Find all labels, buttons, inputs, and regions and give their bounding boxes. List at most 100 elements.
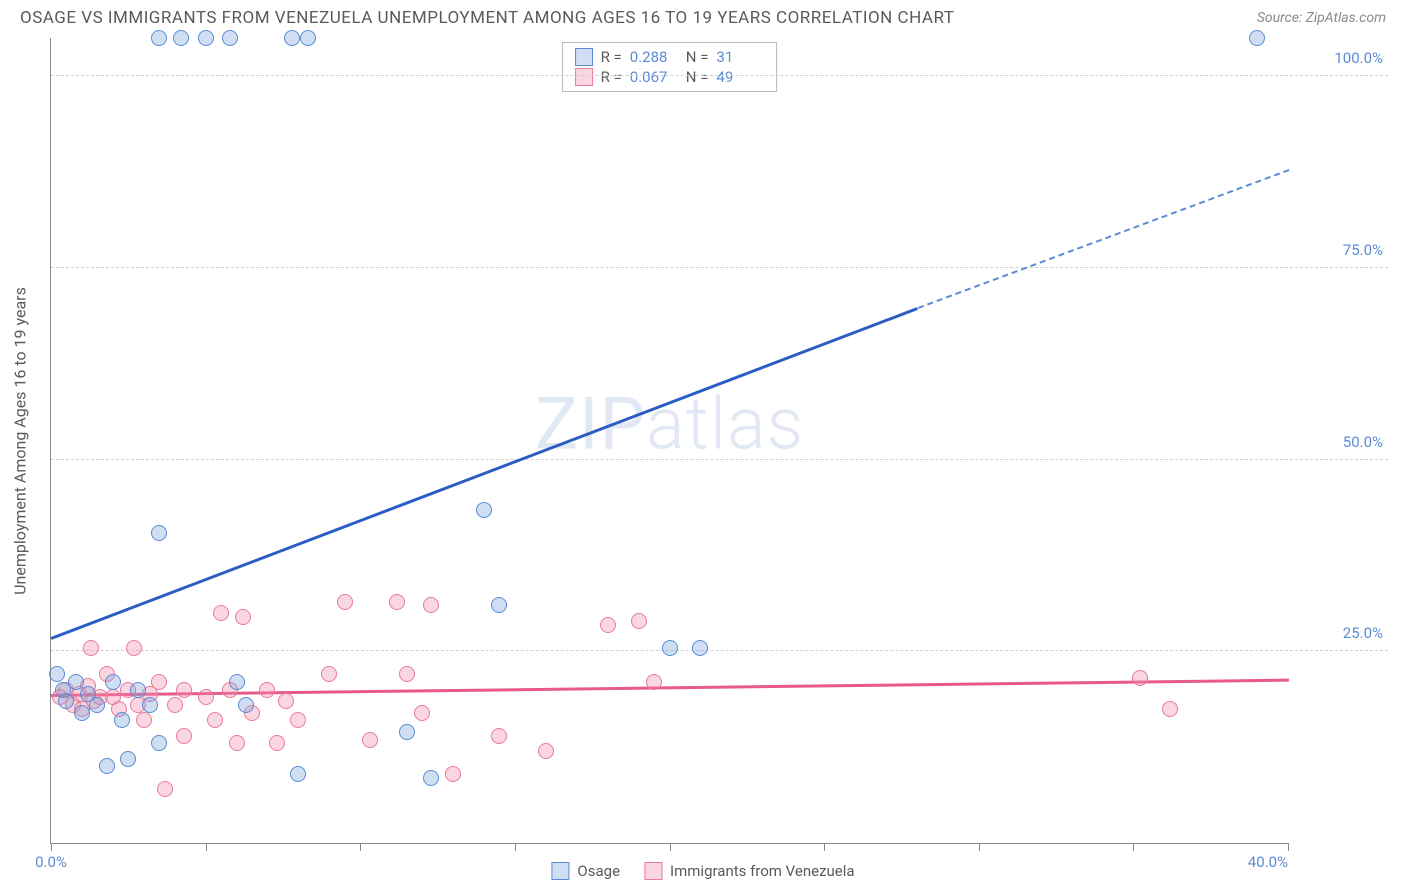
scatter-point-blue — [142, 697, 158, 713]
legend-stats-row-blue: R = 0.288 N = 31 — [575, 47, 765, 67]
scatter-point-blue — [198, 30, 214, 46]
scatter-point-blue — [173, 30, 189, 46]
y-tick-label: 75.0% — [1343, 241, 1383, 259]
scatter-point-pink — [176, 728, 192, 744]
y-tick-label: 50.0% — [1343, 433, 1383, 451]
scatter-point-blue — [662, 640, 678, 656]
scatter-point-pink — [399, 666, 415, 682]
chart-title: OSAGE VS IMMIGRANTS FROM VENEZUELA UNEMP… — [20, 8, 954, 28]
scatter-point-pink — [1132, 670, 1148, 686]
source-label: Source: ZipAtlas.com — [1257, 10, 1386, 26]
scatter-point-blue — [491, 597, 507, 613]
y-tick-label: 100.0% — [1334, 49, 1383, 67]
scatter-point-pink — [126, 640, 142, 656]
x-tick-label: 0.0% — [35, 853, 67, 871]
scatter-point-blue — [99, 758, 115, 774]
scatter-point-blue — [58, 693, 74, 709]
scatter-point-blue — [222, 30, 238, 46]
x-tick — [1133, 843, 1134, 851]
scatter-point-blue — [423, 770, 439, 786]
scatter-point-blue — [49, 666, 65, 682]
scatter-point-pink — [235, 609, 251, 625]
chart-container: Unemployment Among Ages 16 to 19 years Z… — [50, 38, 1388, 844]
scatter-point-pink — [414, 705, 430, 721]
r-label: R = — [601, 68, 622, 86]
legend-label-osage: Osage — [577, 862, 620, 880]
n-label: N = — [686, 48, 709, 66]
scatter-point-pink — [491, 728, 507, 744]
scatter-point-blue — [476, 502, 492, 518]
scatter-point-blue — [151, 30, 167, 46]
trend-line — [51, 307, 918, 639]
x-tick — [1288, 843, 1289, 851]
scatter-point-blue — [1249, 30, 1265, 46]
scatter-point-pink — [321, 666, 337, 682]
r-value-blue: 0.288 — [630, 48, 678, 66]
gridline — [51, 75, 1388, 76]
scatter-point-pink — [290, 712, 306, 728]
scatter-point-pink — [213, 605, 229, 621]
scatter-point-blue — [74, 705, 90, 721]
legend-swatch-pink — [644, 862, 662, 880]
scatter-point-blue — [284, 30, 300, 46]
watermark-bold: ZIP — [535, 382, 646, 467]
scatter-point-pink — [278, 693, 294, 709]
legend-swatch-blue — [575, 48, 593, 66]
n-value-blue: 31 — [716, 48, 764, 66]
scatter-point-pink — [229, 735, 245, 751]
gridline — [51, 459, 1388, 460]
watermark-thin: atlas — [646, 382, 804, 467]
scatter-point-pink — [157, 781, 173, 797]
gridline — [51, 650, 1388, 651]
scatter-point-pink — [269, 735, 285, 751]
scatter-point-blue — [238, 697, 254, 713]
scatter-point-pink — [389, 594, 405, 610]
scatter-point-pink — [600, 617, 616, 633]
scatter-point-pink — [83, 640, 99, 656]
scatter-point-blue — [151, 525, 167, 541]
legend-item-venezuela: Immigrants from Venezuela — [644, 862, 855, 880]
x-tick — [979, 843, 980, 851]
r-label: R = — [601, 48, 622, 66]
scatter-point-pink — [362, 732, 378, 748]
scatter-point-blue — [151, 735, 167, 751]
legend-stats: R = 0.288 N = 31 R = 0.067 N = 49 — [562, 42, 778, 92]
scatter-point-blue — [120, 751, 136, 767]
legend-swatch-pink — [575, 68, 593, 86]
n-label: N = — [686, 68, 709, 86]
scatter-point-pink — [445, 766, 461, 782]
scatter-point-pink — [207, 712, 223, 728]
scatter-point-blue — [105, 674, 121, 690]
legend-swatch-blue — [551, 862, 569, 880]
x-tick — [206, 843, 207, 851]
scatter-point-pink — [538, 743, 554, 759]
gridline — [51, 267, 1388, 268]
legend-label-venezuela: Immigrants from Venezuela — [670, 862, 855, 880]
x-tick — [824, 843, 825, 851]
scatter-point-blue — [229, 674, 245, 690]
scatter-point-pink — [631, 613, 647, 629]
x-tick — [360, 843, 361, 851]
scatter-point-blue — [130, 682, 146, 698]
scatter-point-blue — [692, 640, 708, 656]
trend-line — [917, 169, 1289, 309]
scatter-point-blue — [290, 766, 306, 782]
scatter-point-pink — [337, 594, 353, 610]
n-value-pink: 49 — [716, 68, 764, 86]
scatter-point-pink — [198, 689, 214, 705]
scatter-point-pink — [423, 597, 439, 613]
y-tick-label: 25.0% — [1343, 624, 1383, 642]
scatter-point-pink — [176, 682, 192, 698]
scatter-point-pink — [646, 674, 662, 690]
scatter-point-pink — [151, 674, 167, 690]
x-tick-label: 40.0% — [1248, 853, 1288, 871]
scatter-point-blue — [399, 724, 415, 740]
scatter-point-blue — [114, 712, 130, 728]
x-tick — [670, 843, 671, 851]
scatter-point-pink — [167, 697, 183, 713]
chart-header: OSAGE VS IMMIGRANTS FROM VENEZUELA UNEMP… — [0, 0, 1406, 32]
r-value-pink: 0.067 — [630, 68, 678, 86]
x-tick — [515, 843, 516, 851]
scatter-point-pink — [1162, 701, 1178, 717]
plot-area: ZIPatlas R = 0.288 N = 31 R = 0.067 N = … — [50, 38, 1288, 844]
